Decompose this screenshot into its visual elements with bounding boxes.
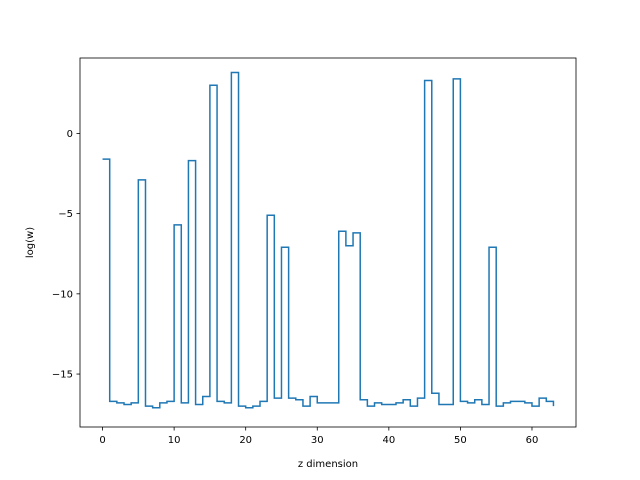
series-line-0	[102, 71, 555, 409]
x-axis-label: z dimension	[298, 459, 358, 470]
x-axis-ticks: 0 10 20 30 40 50 60	[99, 427, 538, 446]
y-axis-label: log(w)	[25, 227, 36, 258]
x-tick-label: 40	[382, 435, 395, 446]
y-tick-label: −10	[52, 289, 73, 300]
x-tick-label: 60	[526, 435, 539, 446]
x-tick-label: 20	[239, 435, 252, 446]
x-tick-label: 0	[99, 435, 105, 446]
y-tick-label: −15	[52, 370, 73, 381]
axes-frame	[79, 57, 577, 428]
y-tick-label: 0	[67, 129, 73, 140]
y-axis-ticks: −15 −10 −5 0	[52, 129, 80, 381]
y-tick-label: −5	[58, 209, 73, 220]
x-tick-label: 10	[168, 435, 181, 446]
series-layer	[102, 71, 555, 409]
x-tick-label: 50	[454, 435, 467, 446]
x-tick-label: 30	[311, 435, 324, 446]
